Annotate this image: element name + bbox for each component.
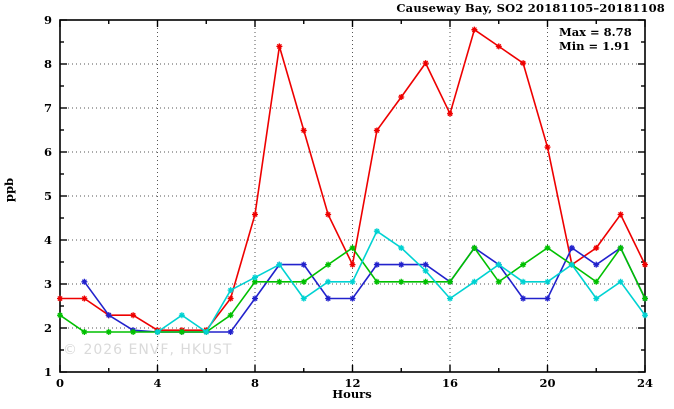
y-tick-label: 7 (44, 101, 52, 115)
x-tick-label: 20 (539, 376, 555, 390)
y-tick-label: 4 (44, 233, 52, 247)
x-tick-label: 12 (344, 376, 360, 390)
y-tick-label: 8 (44, 57, 52, 71)
series-red-line (60, 28, 646, 331)
y-tick-label: 6 (44, 145, 52, 159)
series-cyan-markers (154, 228, 648, 335)
series-blue-line (83, 246, 646, 333)
y-tick-label: 2 (44, 321, 52, 335)
y-tick-label: 3 (44, 277, 52, 291)
y-tick-label: 5 (44, 189, 52, 203)
x-tick-label: 24 (637, 376, 653, 390)
y-axis-label: ppb (2, 177, 16, 203)
x-tick-label: 8 (251, 376, 259, 390)
watermark: © 2026 ENVF, HKUST (63, 342, 233, 358)
x-tick-label: 4 (153, 376, 161, 390)
max-label: Max = 8.78 (559, 25, 632, 39)
x-tick-label: 16 (442, 376, 458, 390)
series-green-markers (57, 244, 648, 335)
chart-title: Causeway Bay, SO2 20181105–20181108 (396, 1, 665, 15)
x-axis-label: Hours (332, 387, 372, 401)
y-tick-label: 1 (44, 365, 52, 379)
y-tick-label: 9 (44, 13, 52, 27)
stats-annotation: Max = 8.78 Min = 1.91 (559, 25, 632, 53)
x-tick-label: 0 (56, 376, 64, 390)
min-label: Min = 1.91 (559, 39, 631, 53)
